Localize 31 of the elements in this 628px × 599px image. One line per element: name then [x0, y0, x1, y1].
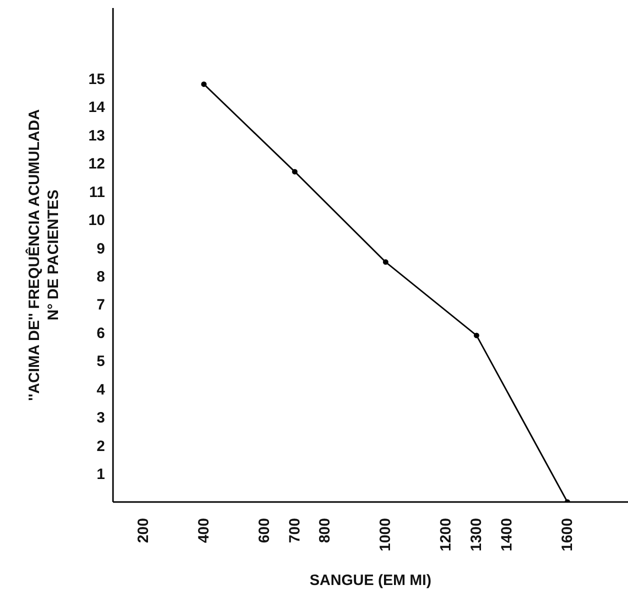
x-tick-label: 800 [316, 518, 334, 544]
y-tick-label: 7 [96, 296, 105, 314]
x-tick-label: 1000 [377, 518, 394, 552]
x-axis-title: SANGUE (EM MI) [310, 572, 432, 589]
x-tick-label: 1200 [438, 518, 455, 552]
point [474, 332, 480, 338]
y-axis-title: ''ACIMA DE'' FREQUÊNCIA ACUMULADA N° DE PACIENTES [25, 108, 62, 401]
y-tick-label: 3 [96, 410, 105, 427]
y-tick-label: 9 [96, 240, 105, 258]
y-tick-label: 6 [96, 324, 105, 342]
x-tick-label: 1400 [498, 518, 516, 552]
point [201, 81, 207, 87]
x-tick-label: 1300 [468, 518, 486, 552]
x-tick-label: 200 [134, 518, 152, 544]
y-tick-label: 5 [96, 353, 105, 370]
y-tick-label: 12 [88, 156, 105, 173]
point [382, 259, 388, 265]
y-tick-label: 11 [89, 184, 105, 201]
y-tick-label: 14 [88, 99, 106, 116]
y-tick-label: 13 [88, 127, 105, 144]
y-tick-label: 8 [96, 268, 105, 286]
y-tick-label: 4 [96, 381, 106, 398]
x-tick-label: 700 [286, 518, 304, 544]
x-tick-label: 400 [195, 518, 212, 544]
y-tick-label: 10 [88, 212, 105, 230]
y-tick-label: 1 [96, 466, 105, 484]
y-tick-label: 2 [96, 438, 105, 455]
y-tick-label: 15 [88, 70, 105, 88]
x-tick-label: 1600 [558, 518, 576, 552]
point [292, 168, 298, 174]
x-tick-label: 600 [256, 518, 273, 544]
